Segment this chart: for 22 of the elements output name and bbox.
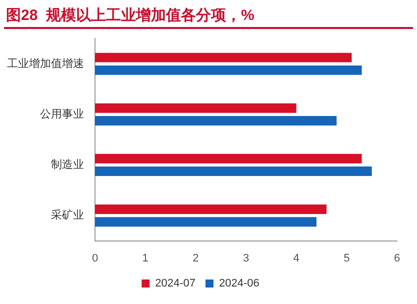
legend-label: 2024-06 (219, 278, 260, 290)
legend-label: 2024-07 (155, 278, 196, 290)
x-tick-label: 5 (344, 252, 350, 264)
y-tick-label: 制造业 (51, 158, 84, 172)
y-tick-label: 工业增加值增速 (7, 56, 84, 70)
bar (95, 154, 362, 164)
bar (95, 217, 316, 227)
x-tick-label: 6 (394, 252, 400, 264)
bar (95, 103, 296, 113)
x-tick-label: 1 (142, 252, 148, 264)
x-tick-label: 2 (192, 252, 199, 264)
y-tick-label: 采矿业 (51, 208, 84, 222)
y-tick-label: 公用事业 (40, 107, 84, 120)
x-tick-label: 4 (293, 252, 300, 264)
x-tick-label: 0 (92, 252, 98, 264)
bar (95, 166, 372, 176)
x-tick-label: 3 (242, 252, 250, 264)
chart-title: 图28 规模以上工业增加值各分项，% (5, 6, 256, 26)
bar (95, 116, 337, 126)
bar (95, 52, 352, 62)
bar (95, 204, 327, 214)
bar (95, 65, 362, 75)
